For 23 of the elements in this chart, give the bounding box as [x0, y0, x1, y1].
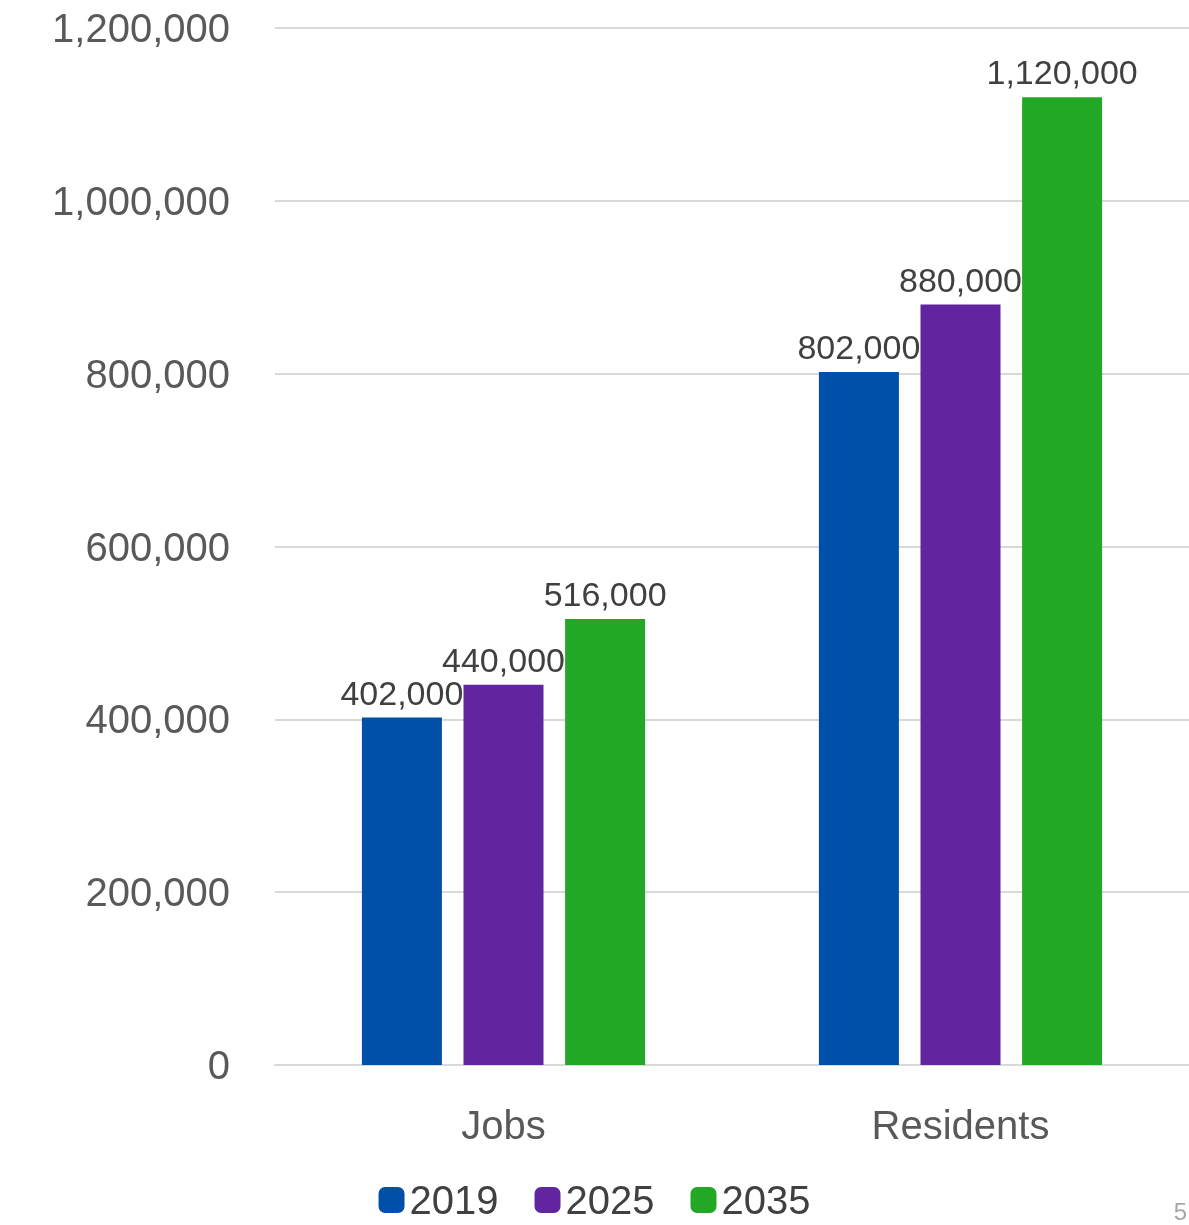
bar — [565, 619, 646, 1065]
data-label: 802,000 — [797, 327, 921, 366]
y-tick-label: 800,000 — [85, 351, 230, 396]
bar — [361, 717, 442, 1065]
y-tick-label: 600,000 — [85, 524, 230, 569]
bar — [1022, 97, 1103, 1065]
text: 5 — [1173, 1197, 1188, 1225]
data-label: 516,000 — [543, 575, 667, 614]
bar — [463, 684, 544, 1065]
legend-label: 2025 — [565, 1178, 655, 1222]
bar — [818, 371, 899, 1065]
x-tick-label: Jobs — [461, 1103, 546, 1147]
legend-label: 2035 — [721, 1178, 811, 1222]
y-tick-label: 1,000,000 — [52, 178, 230, 223]
legend-label: 2019 — [409, 1178, 499, 1222]
y-tick-label: 200,000 — [85, 870, 230, 915]
bar — [920, 304, 1001, 1065]
x-tick-label: Residents — [871, 1103, 1050, 1147]
y-tick-label: 1,200,000 — [52, 6, 230, 50]
y-tick-label: 0 — [207, 1043, 230, 1087]
y-tick-label: 400,000 — [85, 697, 230, 742]
data-label: 880,000 — [899, 260, 1022, 299]
data-label: 1,120,000 — [986, 53, 1138, 92]
